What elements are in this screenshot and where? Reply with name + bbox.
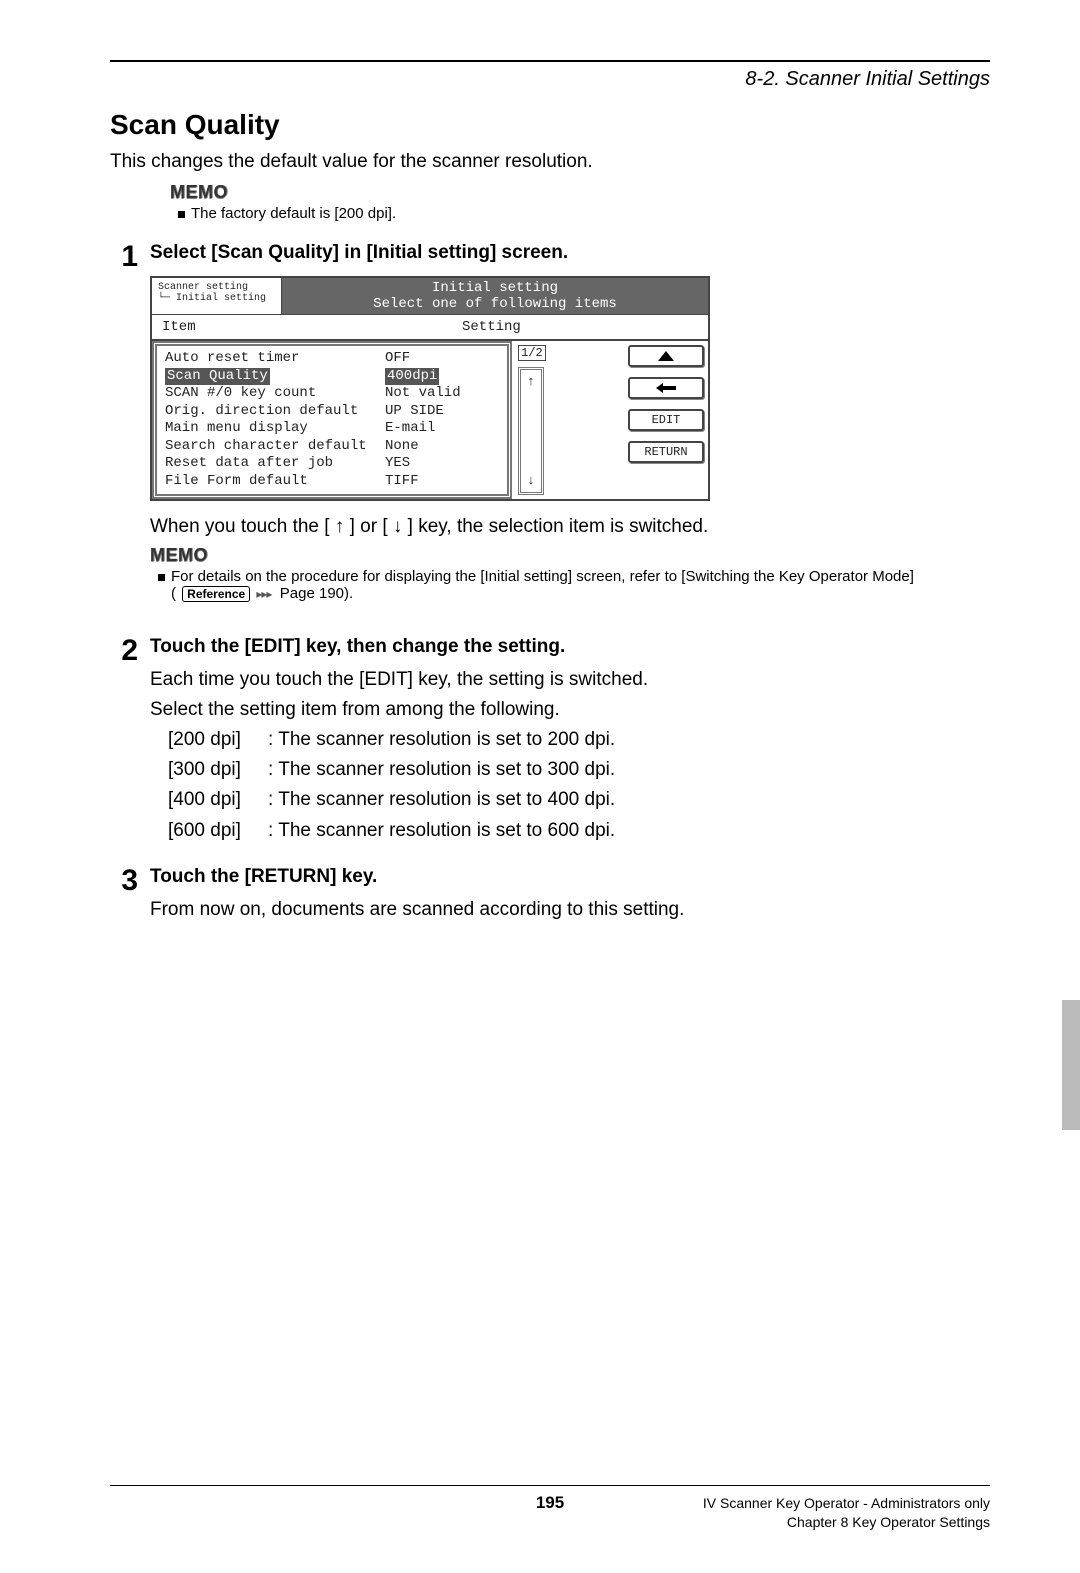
page-title: Scan Quality	[110, 109, 990, 141]
memo-1-line: The factory default is [200 dpi].	[170, 205, 990, 222]
page: 8-2. Scanner Initial Settings Scan Quali…	[0, 0, 1080, 1573]
memo-2-text-a: For details on the procedure for display…	[171, 568, 914, 585]
list-value: None	[385, 438, 495, 456]
memo-1: MEMO The factory default is [200 dpi].	[170, 183, 990, 222]
col-header-item: Item	[152, 315, 452, 339]
step-3-title: Touch the [RETURN] key.	[150, 866, 990, 888]
scroll-area: 1/2 ↑ ↓	[512, 341, 624, 499]
opt-val: : The scanner resolution is set to 200 d…	[268, 725, 615, 755]
ui-crumb-1: Scanner setting	[158, 282, 275, 293]
step-2-title: Touch the [EDIT] key, then change the se…	[150, 636, 990, 658]
scrollbar[interactable]: ↑ ↓	[518, 367, 544, 495]
list-value: YES	[385, 455, 495, 473]
bullet-icon	[178, 211, 185, 218]
list-item[interactable]: Auto reset timer	[165, 350, 385, 368]
reference-pill: Reference	[182, 586, 250, 602]
step-2: 2 Touch the [EDIT] key, then change the …	[110, 636, 990, 847]
list-item[interactable]: Search character default	[165, 438, 385, 456]
list-value: 400dpi	[385, 368, 439, 386]
ui-crumb-2: └─ Initial setting	[158, 293, 275, 304]
initial-setting-screen: Scanner setting └─ Initial setting Initi…	[150, 276, 710, 501]
memo-1-text: The factory default is [200 dpi].	[191, 205, 396, 222]
list-item[interactable]: Scan Quality	[165, 368, 270, 386]
opt-val: : The scanner resolution is set to 400 d…	[268, 785, 615, 815]
step-3-number: 3	[110, 866, 138, 896]
opt-key: [600 dpi]	[168, 816, 258, 846]
list-item[interactable]: Main menu display	[165, 420, 385, 438]
list-value: E-mail	[385, 420, 495, 438]
ui-header-sub: Select one of following items	[290, 296, 700, 312]
ui-header: Initial setting Select one of following …	[282, 278, 708, 314]
step-2-p2: Select the setting item from among the f…	[150, 696, 990, 725]
step-1-title: Select [Scan Quality] in [Initial settin…	[150, 242, 990, 264]
breadcrumb: 8-2. Scanner Initial Settings	[110, 68, 990, 91]
scroll-up-icon[interactable]: ↑	[527, 374, 535, 389]
ui-breadcrumb: Scanner setting └─ Initial setting	[152, 278, 282, 314]
opt-key: [400 dpi]	[168, 785, 258, 815]
memo-label: MEMO	[150, 546, 208, 564]
memo-2-page-ref: Page 190).	[280, 585, 353, 602]
step-2-p1: Each time you touch the [EDIT] key, the …	[150, 666, 990, 695]
edit-button[interactable]: EDIT	[628, 409, 704, 431]
memo-2: MEMO For details on the procedure for di…	[150, 546, 990, 602]
back-button[interactable]	[628, 377, 704, 399]
memo-2-line: For details on the procedure for display…	[150, 568, 990, 602]
scroll-down-icon[interactable]: ↓	[527, 473, 535, 488]
step-1-number: 1	[110, 242, 138, 272]
footer-page-number: 195	[536, 1493, 564, 1513]
memo-label: MEMO	[170, 183, 228, 201]
opt-val: : The scanner resolution is set to 600 d…	[268, 816, 615, 846]
ui-header-title: Initial setting	[290, 280, 700, 296]
settings-list: Auto reset timerOFF Scan Quality 400dpi S…	[152, 341, 512, 499]
dpi-options: [200 dpi] : The scanner resolution is set…	[168, 725, 990, 847]
bullet-icon	[158, 574, 165, 581]
list-value: UP SIDE	[385, 403, 495, 421]
col-header-setting: Setting	[452, 315, 708, 339]
step-3: 3 Touch the [RETURN] key. From now on, d…	[110, 866, 990, 925]
side-tab	[1062, 1000, 1080, 1130]
list-item[interactable]: Orig. direction default	[165, 403, 385, 421]
list-item[interactable]: SCAN #/0 key count	[165, 385, 385, 403]
step-1: 1 Select [Scan Quality] in [Initial sett…	[110, 242, 990, 616]
step-1-after: When you touch the [ ↑ ] or [ ↓ ] key, t…	[150, 513, 990, 542]
ui-button-col: EDIT RETURN	[624, 341, 708, 499]
footer-line-2: Chapter 8 Key Operator Settings	[703, 1513, 990, 1533]
list-value: TIFF	[385, 473, 495, 491]
step-3-p1: From now on, documents are scanned accor…	[150, 896, 990, 925]
home-button[interactable]	[628, 345, 704, 367]
list-item[interactable]: Reset data after job	[165, 455, 385, 473]
open-paren: (	[171, 585, 176, 602]
list-value: Not valid	[385, 385, 495, 403]
footer-line-1: IV Scanner Key Operator - Administrators…	[703, 1494, 990, 1514]
list-value: OFF	[385, 350, 495, 368]
footer-rule	[110, 1485, 990, 1486]
top-rule	[110, 60, 990, 62]
page-indicator: 1/2	[518, 345, 546, 361]
opt-key: [300 dpi]	[168, 755, 258, 785]
list-item[interactable]: File Form default	[165, 473, 385, 491]
home-icon	[657, 350, 675, 362]
opt-val: : The scanner resolution is set to 300 d…	[268, 755, 615, 785]
intro-text: This changes the default value for the s…	[110, 151, 990, 173]
step-2-number: 2	[110, 636, 138, 666]
opt-key: [200 dpi]	[168, 725, 258, 755]
back-icon	[655, 382, 677, 394]
reference-arrow-icon: ▸▸▸	[256, 587, 271, 601]
return-button[interactable]: RETURN	[628, 441, 704, 463]
